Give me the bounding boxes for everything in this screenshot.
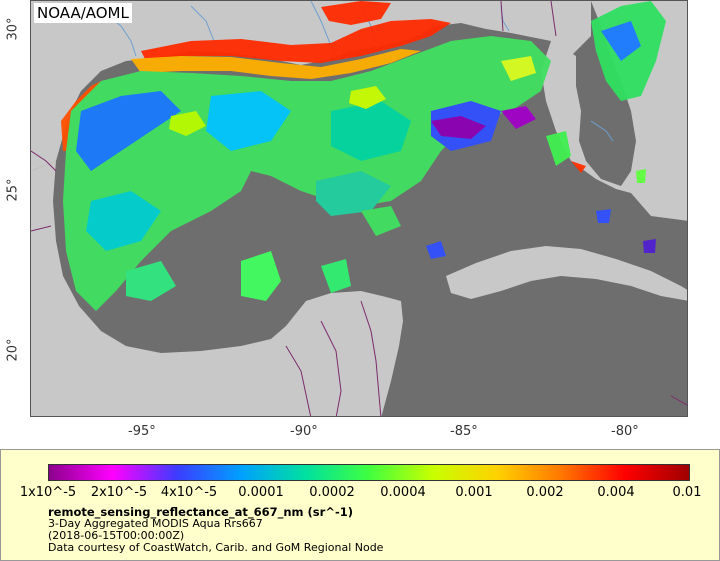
land-us-gulf-coast — [31, 1, 591, 171]
colorbar-label: 0.0001 — [238, 485, 284, 500]
map-canvas — [31, 1, 687, 416]
product-description: 3-Day Aggregated MODIS Aqua Rrs667 — [48, 517, 263, 530]
lat-tick-20: 20° — [5, 338, 21, 362]
lon-tick-80: -80° — [611, 424, 639, 439]
lat-tick-25: 25° — [5, 178, 21, 202]
colorbar-label: 0.0004 — [380, 485, 426, 500]
colorbar-label: 1x10^-5 — [19, 485, 77, 500]
colorbar-label: 4x10^-5 — [160, 485, 218, 500]
colorbar-label: 0.001 — [455, 485, 493, 500]
colorbar — [48, 464, 690, 481]
colorbar-label: 0.002 — [526, 485, 564, 500]
lat-tick-30: 30° — [5, 17, 21, 41]
colorbar-label: 0.0002 — [309, 485, 355, 500]
variable-name: remote_sensing_reflectance_at_667_nm (sr… — [48, 505, 353, 519]
colorbar-label: 2x10^-5 — [90, 485, 148, 500]
borders — [31, 1, 687, 416]
colorbar-label: 0.01 — [672, 485, 702, 500]
map-view[interactable]: NOAA/AOML — [30, 0, 688, 417]
land-cuba — [446, 246, 687, 301]
map-credit-badge: NOAA/AOML — [34, 3, 132, 23]
lon-tick-85: -85° — [450, 424, 478, 439]
colorbar-label: 0.004 — [597, 485, 635, 500]
data-credit: Data courtesy of CoastWatch, Carib. and … — [48, 541, 384, 554]
land-bahamas — [641, 136, 687, 179]
lon-tick-90: -90° — [290, 424, 318, 439]
time-stamp: (2018-06-15T00:00:00Z) — [48, 529, 185, 542]
lon-tick-95: -95° — [128, 424, 156, 439]
legend-panel: 1x10^-5 2x10^-5 4x10^-5 0.0001 0.0002 0.… — [0, 449, 720, 561]
rrs667-data-layer — [61, 1, 666, 311]
